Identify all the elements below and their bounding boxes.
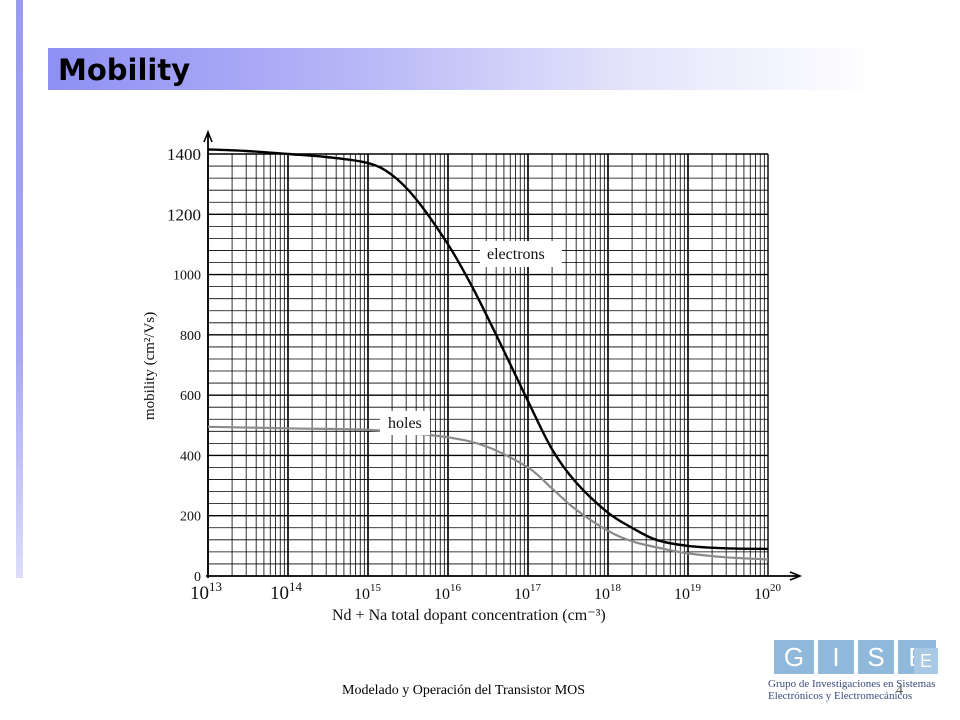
x-tick-label: 1015 xyxy=(354,582,382,603)
y-tick-label: 800 xyxy=(180,329,201,344)
electrons-label-bg xyxy=(480,241,562,267)
gise-logo: G I S E E Grupo de Investigaciones en Si… xyxy=(768,632,948,712)
series-line-electrons xyxy=(207,148,769,551)
y-tick-label: 600 xyxy=(180,389,201,404)
x-axis-arrow xyxy=(789,571,803,581)
y-tick-label: 1200 xyxy=(167,205,201,224)
title-band xyxy=(48,48,878,90)
logo-letter-i: I xyxy=(818,640,854,674)
logo-letters: G I S E E xyxy=(774,634,942,676)
x-tick-label: 1013 xyxy=(190,579,222,604)
holes-label: holes xyxy=(388,415,422,432)
page-number: 4 xyxy=(896,683,903,698)
x-tick-label: 1014 xyxy=(270,579,303,604)
x-tick-label: 1020 xyxy=(754,582,782,603)
logo-text-line2: Electrónicos y Electromecánicos xyxy=(768,690,913,702)
logo-letter-s: S xyxy=(858,640,894,674)
series-line-holes xyxy=(207,425,769,561)
y-tick-label: 400 xyxy=(180,449,201,464)
y-tick-label: 1000 xyxy=(173,269,201,284)
slide-footer: Modelado y Operación del Transistor MOS xyxy=(342,683,586,698)
holes-label-bg xyxy=(380,411,430,435)
logo-letter-e-small: E xyxy=(914,648,938,674)
y-tick-label: 200 xyxy=(180,510,201,525)
electrons-label: electrons xyxy=(487,246,545,263)
slide-accent-bar xyxy=(16,0,23,578)
logo-text-line1: Grupo de Investigaciones en Sistemas xyxy=(768,678,936,690)
x-tick-label: 1018 xyxy=(594,582,622,603)
x-tick-label: 1019 xyxy=(674,582,702,603)
x-tick-label: 1017 xyxy=(514,582,542,603)
chart-series xyxy=(207,148,769,561)
logo-letter-g: G xyxy=(774,640,814,674)
x-axis-label: Nd + Na total dopant concentration (cm⁻³… xyxy=(332,607,606,624)
chart-labels: electrons holes 0 200 400 600 800 1000 1200 1400 1… xyxy=(142,145,782,624)
y-tick-label: 0 xyxy=(194,570,201,585)
y-axis-arrow xyxy=(203,129,213,143)
y-tick-label: 1400 xyxy=(167,145,201,164)
x-tick-label: 1016 xyxy=(434,582,462,603)
y-axis-label: mobility (cm²/Vs) xyxy=(142,312,158,420)
chart-axes xyxy=(203,129,803,581)
slide-title: Mobility xyxy=(58,53,191,87)
chart-grid xyxy=(207,153,769,576)
